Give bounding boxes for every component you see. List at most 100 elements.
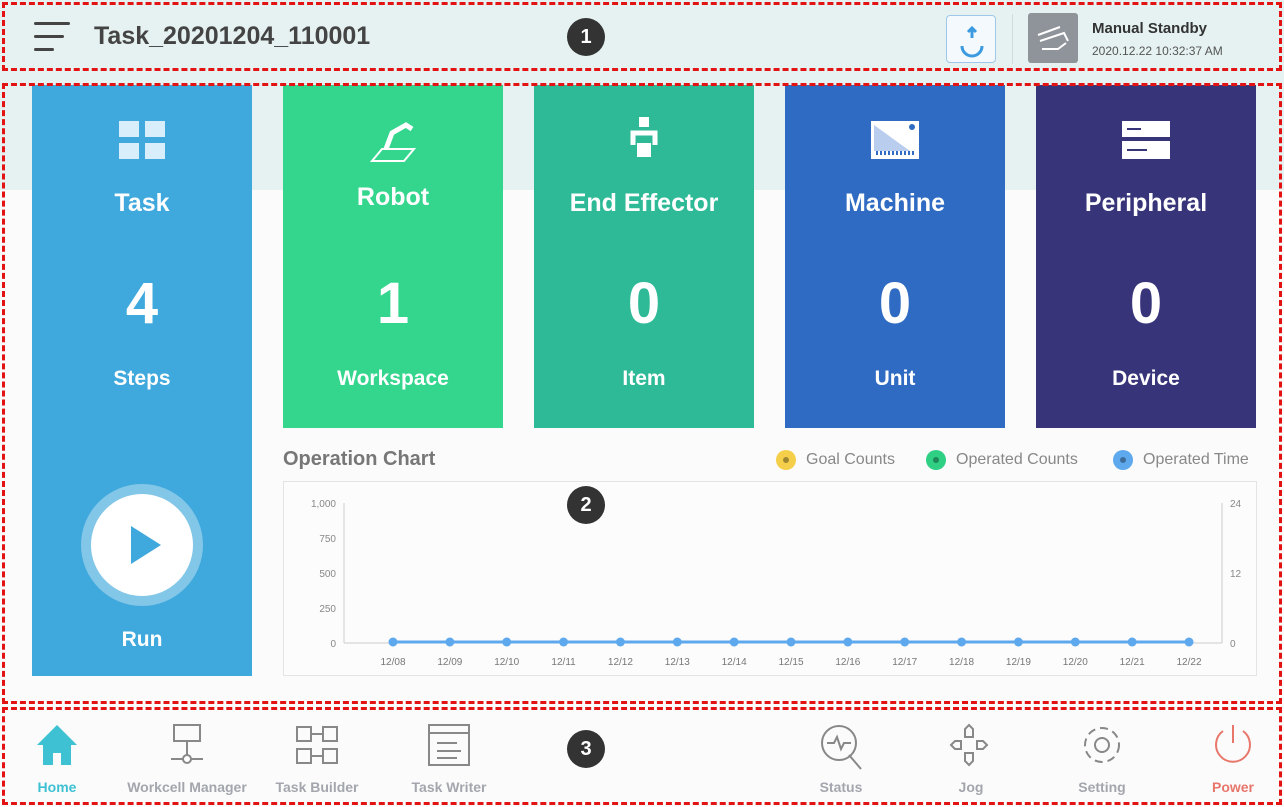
- card-value: 4: [125, 271, 159, 336]
- card-sub: Steps: [113, 367, 171, 390]
- robot-icon: [369, 122, 417, 162]
- power-icon: [1215, 725, 1251, 763]
- end-effector-card[interactable]: End Effector 0 Item: [534, 85, 754, 428]
- data-point: [615, 637, 625, 647]
- legend-goal-counts[interactable]: Goal Counts: [776, 450, 895, 470]
- menu-icon[interactable]: [34, 22, 70, 52]
- chart-title: Operation Chart: [283, 448, 436, 470]
- nav-status[interactable]: Status: [776, 707, 906, 803]
- run-label: Run: [121, 628, 163, 651]
- legend-label: Goal Counts: [806, 451, 895, 468]
- data-point: [1127, 637, 1137, 647]
- card-value: 1: [376, 271, 410, 336]
- data-point: [445, 637, 455, 647]
- play-icon: [131, 526, 161, 564]
- gripper-icon: [630, 117, 658, 157]
- task-title: Task_20201204_110001: [94, 22, 371, 50]
- chart-svg: 1,000 750 500 250 0 24 12 0 12/08 12/09 12/10 12/11…: [311, 499, 1242, 668]
- card-label: End Effector: [569, 189, 719, 217]
- run-button[interactable]: [81, 484, 203, 606]
- card-sub: Unit: [874, 367, 916, 390]
- y-left-tick-label: 500: [319, 569, 336, 580]
- nav-task-writer[interactable]: Task Writer: [384, 707, 514, 803]
- nav-jog[interactable]: Jog: [906, 707, 1036, 803]
- peripheral-card[interactable]: Peripheral 0 Device: [1036, 85, 1256, 428]
- task-icon: [119, 121, 165, 159]
- data-point: [1013, 637, 1023, 647]
- y-right-tick-label: 12: [1230, 569, 1242, 580]
- annotation-box-2: [2, 83, 1282, 704]
- x-tick-label: 12/11: [551, 657, 576, 668]
- data-point: [843, 637, 853, 647]
- card-value: 0: [1129, 271, 1163, 336]
- data-point: [957, 637, 967, 647]
- x-tick-label: 12/10: [494, 657, 519, 668]
- data-point: [502, 637, 512, 647]
- card-sub: Workspace: [337, 367, 449, 390]
- card-label: Machine: [844, 189, 946, 217]
- legend-dot: [1113, 450, 1133, 470]
- data-point: [1184, 637, 1194, 647]
- x-tick-label: 12/20: [1063, 657, 1088, 668]
- x-tick-label: 12/14: [722, 657, 747, 668]
- nav-setting[interactable]: Setting: [1037, 707, 1167, 803]
- card-label: Robot: [356, 183, 430, 211]
- card-sub: Device: [1112, 367, 1180, 390]
- legend-label: Operated Counts: [956, 451, 1078, 468]
- x-tick-label: 12/08: [380, 657, 405, 668]
- data-point: [559, 637, 569, 647]
- legend-dot: [926, 450, 946, 470]
- annotation-badge: 1: [567, 18, 605, 56]
- gear-icon: [1084, 727, 1120, 763]
- annotation-box-3: [2, 707, 1282, 805]
- bottom-nav: Home Workcell Manager Task Builder Task …: [0, 707, 1284, 807]
- divider: [1012, 14, 1013, 64]
- annotation-badge: 2: [567, 486, 605, 524]
- nav-label: Workcell Manager: [127, 779, 247, 795]
- nav-home[interactable]: Home: [0, 707, 122, 803]
- reset-button[interactable]: [946, 15, 996, 63]
- hand-icon: [1028, 13, 1078, 63]
- robot-card[interactable]: Robot 1 Workspace: [283, 85, 503, 428]
- x-tick-label: 12/09: [437, 657, 462, 668]
- peripheral-icon: [1122, 121, 1170, 159]
- x-tick-label: 12/12: [608, 657, 633, 668]
- legend-operated-counts[interactable]: Operated Counts: [926, 450, 1078, 470]
- data-point: [900, 637, 910, 647]
- nav-label: Status: [819, 779, 863, 795]
- nav-label: Power: [1211, 779, 1254, 795]
- nav-workcell-manager[interactable]: Workcell Manager: [122, 707, 252, 803]
- x-tick-label: 12/13: [665, 657, 690, 668]
- operation-chart: 1,000 750 500 250 0 24 12 0 12/08 12/09 12/10 12/11…: [283, 481, 1257, 676]
- y-left-tick-label: 0: [330, 639, 336, 650]
- machine-icon: [871, 121, 919, 159]
- jog-icon: [949, 723, 989, 767]
- legend-dot: [776, 450, 796, 470]
- x-tick-label: 12/16: [835, 657, 860, 668]
- data-point: [729, 637, 739, 647]
- x-tick-label: 12/22: [1176, 657, 1201, 668]
- task-writer-icon: [428, 724, 470, 766]
- legend-operated-time[interactable]: Operated Time: [1113, 450, 1249, 470]
- data-point: [388, 637, 398, 647]
- home-icon: [37, 725, 77, 765]
- data-point: [786, 637, 796, 647]
- machine-card[interactable]: Machine 0 Unit: [785, 85, 1005, 428]
- datetime: 2020.12.22 10:32:37 AM: [1092, 44, 1223, 58]
- nav-label: Task Builder: [275, 779, 359, 795]
- card-value: 0: [627, 271, 661, 336]
- data-point: [1070, 637, 1080, 647]
- nav-label: Home: [37, 779, 77, 795]
- card-label: Peripheral: [1084, 189, 1208, 217]
- nav-task-builder[interactable]: Task Builder: [252, 707, 382, 803]
- reset-icon: [960, 25, 984, 58]
- legend-label: Operated Time: [1143, 451, 1249, 468]
- x-tick-label: 12/15: [778, 657, 803, 668]
- nav-label: Task Writer: [411, 779, 487, 795]
- status-icon: [821, 725, 862, 770]
- task-builder-icon: [296, 726, 338, 764]
- annotation-badge: 3: [567, 730, 605, 768]
- y-right-tick-label: 24: [1230, 499, 1242, 510]
- x-tick-label: 12/19: [1006, 657, 1031, 668]
- nav-power[interactable]: Power: [1168, 707, 1284, 803]
